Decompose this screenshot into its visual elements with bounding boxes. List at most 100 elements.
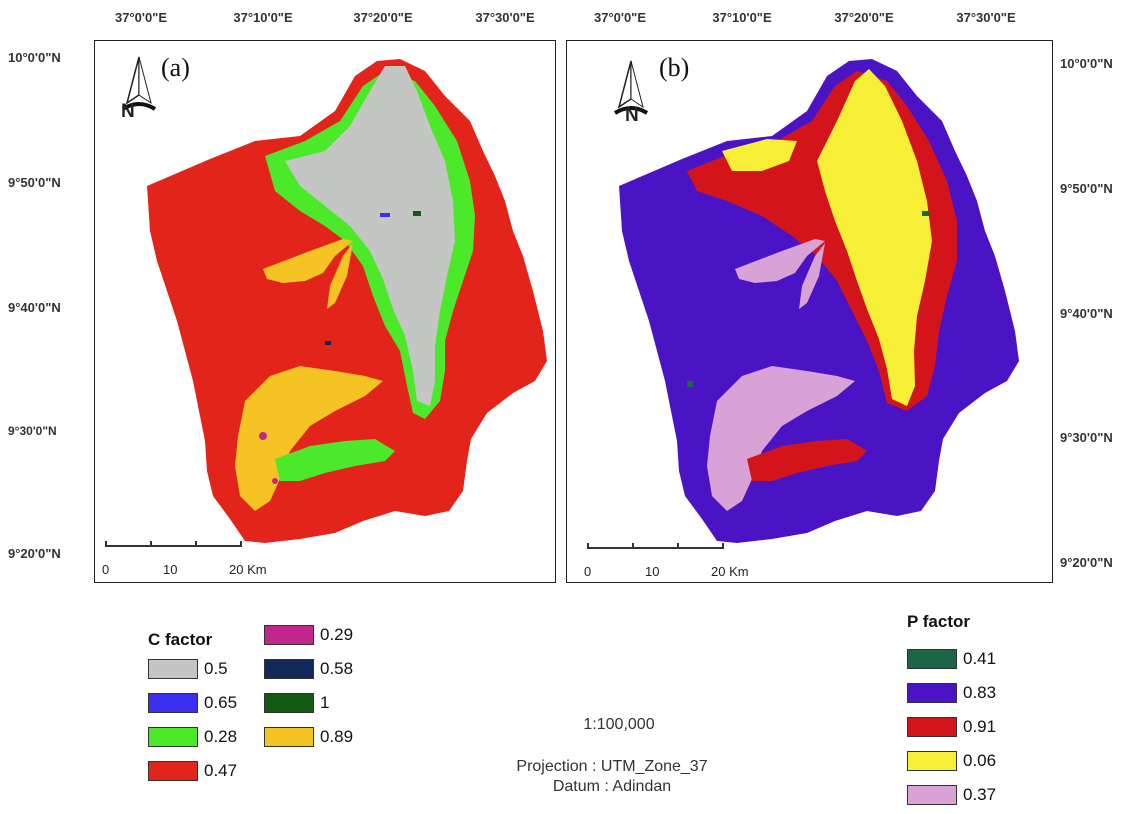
p-legend-swatch bbox=[907, 717, 957, 737]
c-region-089-arm bbox=[263, 239, 353, 283]
scale-label-20: 20 Km bbox=[711, 564, 749, 579]
lon-label-a-1: 37°0'0"E bbox=[114, 10, 168, 25]
scale-label-10: 10 bbox=[645, 564, 660, 579]
p-region-037-channel bbox=[799, 243, 825, 309]
map-panel-a: N (a) 0 10 20 Km bbox=[94, 40, 556, 583]
lat-label-b-1: 10°0'0"N bbox=[1060, 56, 1113, 71]
lon-label-b-4: 37°30'0"E bbox=[956, 10, 1016, 25]
p-legend-item: 0.91 bbox=[907, 714, 996, 740]
c-region-029 bbox=[259, 432, 267, 440]
p-region-037-reservoir bbox=[707, 366, 855, 511]
p-factor-map bbox=[619, 59, 1019, 543]
c-legend-value: 0.29 bbox=[320, 625, 354, 644]
projection-text: Projection : UTM_Zone_37 bbox=[516, 758, 708, 775]
p-region-041 bbox=[922, 211, 930, 216]
p-legend-value: 0.91 bbox=[963, 717, 997, 736]
p-legend-swatch bbox=[907, 751, 957, 771]
c-legend-item: 0.28 bbox=[148, 724, 237, 750]
p-legend-value: 0.06 bbox=[963, 751, 997, 770]
c-legend-value: 0.65 bbox=[204, 693, 238, 712]
lat-label-b-3: 9°40'0"N bbox=[1060, 306, 1113, 321]
c-legend-swatch bbox=[264, 727, 314, 747]
lat-label-b-2: 9°50'0"N bbox=[1060, 181, 1113, 196]
lon-label-b-1: 37°0'0"E bbox=[593, 10, 647, 25]
scale-bar-tick bbox=[240, 541, 242, 547]
c-legend-item: 0.89 bbox=[264, 724, 353, 750]
c-legend-swatch bbox=[148, 659, 198, 679]
lat-label-a-5: 9°20'0"N bbox=[8, 546, 61, 561]
scale-bar-line bbox=[587, 547, 723, 549]
p-legend-value: 0.37 bbox=[963, 785, 997, 804]
scale-label-20: 20 Km bbox=[229, 562, 267, 577]
c-legend-value: 0.47 bbox=[204, 761, 238, 780]
lon-label-a-2: 37°10'0"E bbox=[233, 10, 293, 25]
c-legend-value: 0.58 bbox=[320, 659, 354, 678]
p-region-091-lower bbox=[747, 439, 867, 481]
lat-label-b-4: 9°30'0"N bbox=[1060, 430, 1113, 445]
scale-bar-line bbox=[105, 545, 241, 547]
p-region-006 bbox=[817, 69, 932, 406]
c-legend-swatch bbox=[264, 659, 314, 679]
lat-label-a-4: 9°30'0"N bbox=[8, 424, 57, 438]
p-region-037-arm bbox=[735, 239, 825, 283]
datum-text: Datum : Adindan bbox=[552, 778, 672, 795]
c-legend-item: 0.47 bbox=[148, 758, 237, 784]
p-legend-title: P factor bbox=[907, 612, 970, 631]
lon-label-b-3: 37°20'0"E bbox=[834, 10, 894, 25]
north-arrow-icon bbox=[121, 56, 157, 111]
scale-label-10: 10 bbox=[163, 562, 178, 577]
c-legend-value: 0.28 bbox=[204, 727, 238, 746]
c-legend-value: 1 bbox=[320, 693, 330, 712]
scale-label-0: 0 bbox=[584, 564, 592, 579]
c-legend-swatch bbox=[264, 625, 314, 645]
c-legend-item: 1 bbox=[264, 690, 329, 716]
c-legend-title: C factor bbox=[148, 630, 213, 649]
p-legend-value: 0.83 bbox=[963, 683, 997, 702]
c-legend-value: 0.5 bbox=[204, 659, 228, 678]
c-region-089-reservoir bbox=[235, 366, 383, 511]
p-legend-item: 0.83 bbox=[907, 680, 996, 706]
north-letter: N bbox=[625, 105, 639, 126]
p-legend-swatch bbox=[907, 649, 957, 669]
scale-label-0: 0 bbox=[102, 562, 110, 577]
panel-label-b: (b) bbox=[659, 53, 690, 82]
c-legend-swatch bbox=[148, 693, 198, 713]
c-legend-swatch bbox=[264, 693, 314, 713]
lat-label-b-5: 9°20'0"N bbox=[1060, 555, 1113, 570]
panel-label-a: (a) bbox=[161, 53, 190, 82]
p-legend-item: 0.06 bbox=[907, 748, 996, 774]
scale-bar-tick bbox=[587, 543, 589, 549]
c-legend-swatch bbox=[148, 727, 198, 747]
north-arrow-icon bbox=[613, 60, 649, 115]
scale-bar-tick bbox=[632, 543, 634, 549]
p-legend-swatch bbox=[907, 785, 957, 805]
p-region-006-nw bbox=[722, 139, 797, 171]
c-legend-swatch bbox=[148, 761, 198, 781]
p-region-041-b bbox=[687, 381, 693, 387]
p-legend-swatch bbox=[907, 683, 957, 703]
p-legend-value: 0.41 bbox=[963, 649, 997, 668]
c-region-065 bbox=[380, 213, 390, 217]
lat-label-a-2: 9°50'0"N bbox=[8, 175, 61, 190]
c-legend-item: 0.58 bbox=[264, 656, 353, 682]
lon-label-b-2: 37°10'0"E bbox=[712, 10, 772, 25]
c-legend-item: 0.65 bbox=[148, 690, 237, 716]
scale-bar-tick bbox=[195, 541, 197, 547]
lon-label-a-4: 37°30'0"E bbox=[475, 10, 535, 25]
p-legend-item: 0.41 bbox=[907, 646, 996, 672]
scale-bar-tick bbox=[105, 541, 107, 547]
c-legend-item: 0.5 bbox=[148, 656, 228, 682]
scale-bar-tick bbox=[150, 541, 152, 547]
lat-label-a-3: 9°40'0"N bbox=[8, 300, 61, 315]
p-legend-item: 0.37 bbox=[907, 782, 996, 808]
scale-bar-tick bbox=[722, 543, 724, 549]
lon-label-a-3: 37°20'0"E bbox=[353, 10, 413, 25]
map-panel-b: N (b) 0 10 20 Km bbox=[566, 40, 1053, 583]
map-scale-text: 1:100,000 bbox=[583, 716, 655, 733]
north-letter: N bbox=[121, 101, 135, 122]
c-region-05 bbox=[285, 66, 455, 406]
c-region-058 bbox=[325, 341, 331, 345]
c-legend-item: 0.29 bbox=[264, 622, 353, 648]
c-region-028-lower bbox=[275, 439, 395, 481]
lat-label-a-1: 10°0'0"N bbox=[8, 50, 61, 65]
